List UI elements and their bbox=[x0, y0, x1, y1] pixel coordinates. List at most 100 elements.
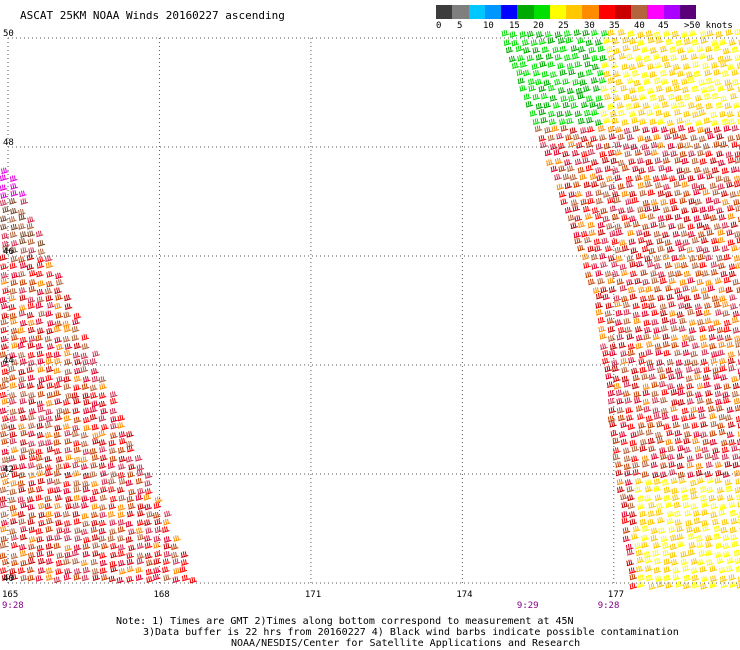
wind-barb bbox=[680, 261, 689, 269]
wind-barb bbox=[647, 213, 656, 221]
wind-barb bbox=[528, 78, 536, 86]
wind-barb bbox=[708, 325, 716, 332]
wind-barb bbox=[610, 86, 619, 94]
wind-barb bbox=[62, 335, 71, 343]
wind-barb bbox=[700, 421, 708, 428]
wind-barb bbox=[645, 574, 654, 582]
wind-barb bbox=[618, 207, 626, 215]
wind-barb bbox=[721, 453, 730, 461]
wind-barb bbox=[109, 398, 118, 405]
wind-barb bbox=[696, 45, 705, 53]
wind-barb bbox=[18, 472, 27, 479]
wind-barb bbox=[656, 437, 665, 444]
wind-barb bbox=[662, 542, 670, 549]
wind-barb bbox=[37, 358, 46, 365]
colorbar-label: 30 bbox=[584, 21, 595, 31]
wind-barb bbox=[697, 559, 705, 566]
wind-barb bbox=[36, 486, 44, 493]
wind-barb bbox=[677, 399, 686, 406]
wind-barb bbox=[99, 511, 108, 519]
wind-barb bbox=[683, 437, 692, 445]
wind-barb bbox=[639, 190, 648, 197]
wind-barb bbox=[9, 198, 17, 205]
wind-barb bbox=[63, 462, 71, 470]
wind-barb bbox=[38, 558, 46, 565]
wind-barb bbox=[682, 86, 690, 94]
wind-barb bbox=[579, 173, 588, 181]
wind-barb bbox=[728, 263, 737, 271]
lat-tick-label: 44 bbox=[3, 356, 14, 366]
wind-barb bbox=[108, 575, 117, 583]
wind-barb bbox=[597, 45, 606, 53]
wind-barb bbox=[569, 127, 578, 134]
wind-barb bbox=[644, 557, 653, 564]
wind-barb bbox=[135, 574, 144, 581]
wind-barb bbox=[36, 288, 45, 296]
wind-barb bbox=[64, 303, 73, 310]
wind-barb bbox=[73, 518, 82, 525]
wind-barb bbox=[655, 575, 663, 582]
wind-barb bbox=[650, 221, 659, 229]
wind-barb bbox=[605, 373, 613, 380]
wind-barb bbox=[29, 279, 37, 286]
wind-barb bbox=[661, 55, 670, 63]
wind-barb bbox=[73, 397, 81, 405]
wind-barb bbox=[608, 255, 616, 262]
wind-barb bbox=[54, 398, 63, 405]
wind-barb bbox=[9, 352, 17, 359]
wind-barb bbox=[35, 318, 44, 325]
wind-barb bbox=[625, 198, 633, 206]
wind-barb bbox=[0, 464, 8, 472]
wind-barb bbox=[28, 552, 36, 559]
wind-barb bbox=[719, 295, 727, 302]
wind-barb bbox=[601, 30, 609, 37]
wind-barb bbox=[89, 471, 98, 478]
wind-barb bbox=[564, 54, 572, 62]
wind-barb bbox=[98, 415, 107, 422]
wind-barb bbox=[607, 77, 616, 84]
wind-barb bbox=[577, 37, 585, 44]
wind-barb bbox=[708, 85, 716, 92]
wind-barb bbox=[708, 334, 717, 341]
wind-barb bbox=[630, 143, 639, 151]
wind-barb bbox=[636, 260, 644, 268]
wind-barb bbox=[170, 543, 179, 551]
wind-barb bbox=[80, 559, 89, 567]
wind-barb bbox=[595, 309, 604, 316]
wind-barb bbox=[2, 287, 11, 295]
wind-barb bbox=[554, 157, 563, 165]
wind-barb bbox=[672, 133, 681, 140]
wind-barb bbox=[587, 278, 596, 286]
wind-barb bbox=[667, 453, 675, 461]
wind-barb bbox=[634, 486, 643, 494]
wind-barb bbox=[118, 463, 126, 471]
wind-barb bbox=[636, 556, 645, 564]
swath-time-label: 9:28 bbox=[598, 601, 620, 611]
wind-barb bbox=[509, 31, 518, 38]
wind-barb bbox=[616, 102, 625, 109]
wind-barb bbox=[693, 215, 702, 222]
wind-barb bbox=[613, 94, 621, 102]
wind-barb bbox=[631, 533, 639, 540]
wind-barb bbox=[697, 477, 705, 484]
wind-barb bbox=[623, 463, 632, 471]
wind-barb bbox=[665, 191, 673, 198]
wind-barb bbox=[684, 94, 692, 101]
wind-barb bbox=[19, 287, 27, 294]
wind-barb bbox=[538, 85, 547, 93]
wind-barb bbox=[711, 62, 719, 69]
wind-barb bbox=[54, 287, 62, 295]
wind-barb bbox=[681, 181, 690, 188]
wind-barb bbox=[137, 533, 145, 541]
wind-barb bbox=[647, 518, 656, 526]
wind-barb bbox=[658, 95, 666, 102]
wind-barb bbox=[71, 326, 80, 333]
wind-barb bbox=[637, 61, 645, 68]
wind-barb bbox=[615, 255, 624, 263]
wind-barb bbox=[668, 526, 677, 534]
wind-barb bbox=[99, 383, 107, 390]
wind-barb bbox=[650, 461, 659, 469]
wind-barb bbox=[701, 519, 709, 527]
wind-barb bbox=[676, 311, 685, 319]
wind-barb bbox=[0, 471, 8, 479]
